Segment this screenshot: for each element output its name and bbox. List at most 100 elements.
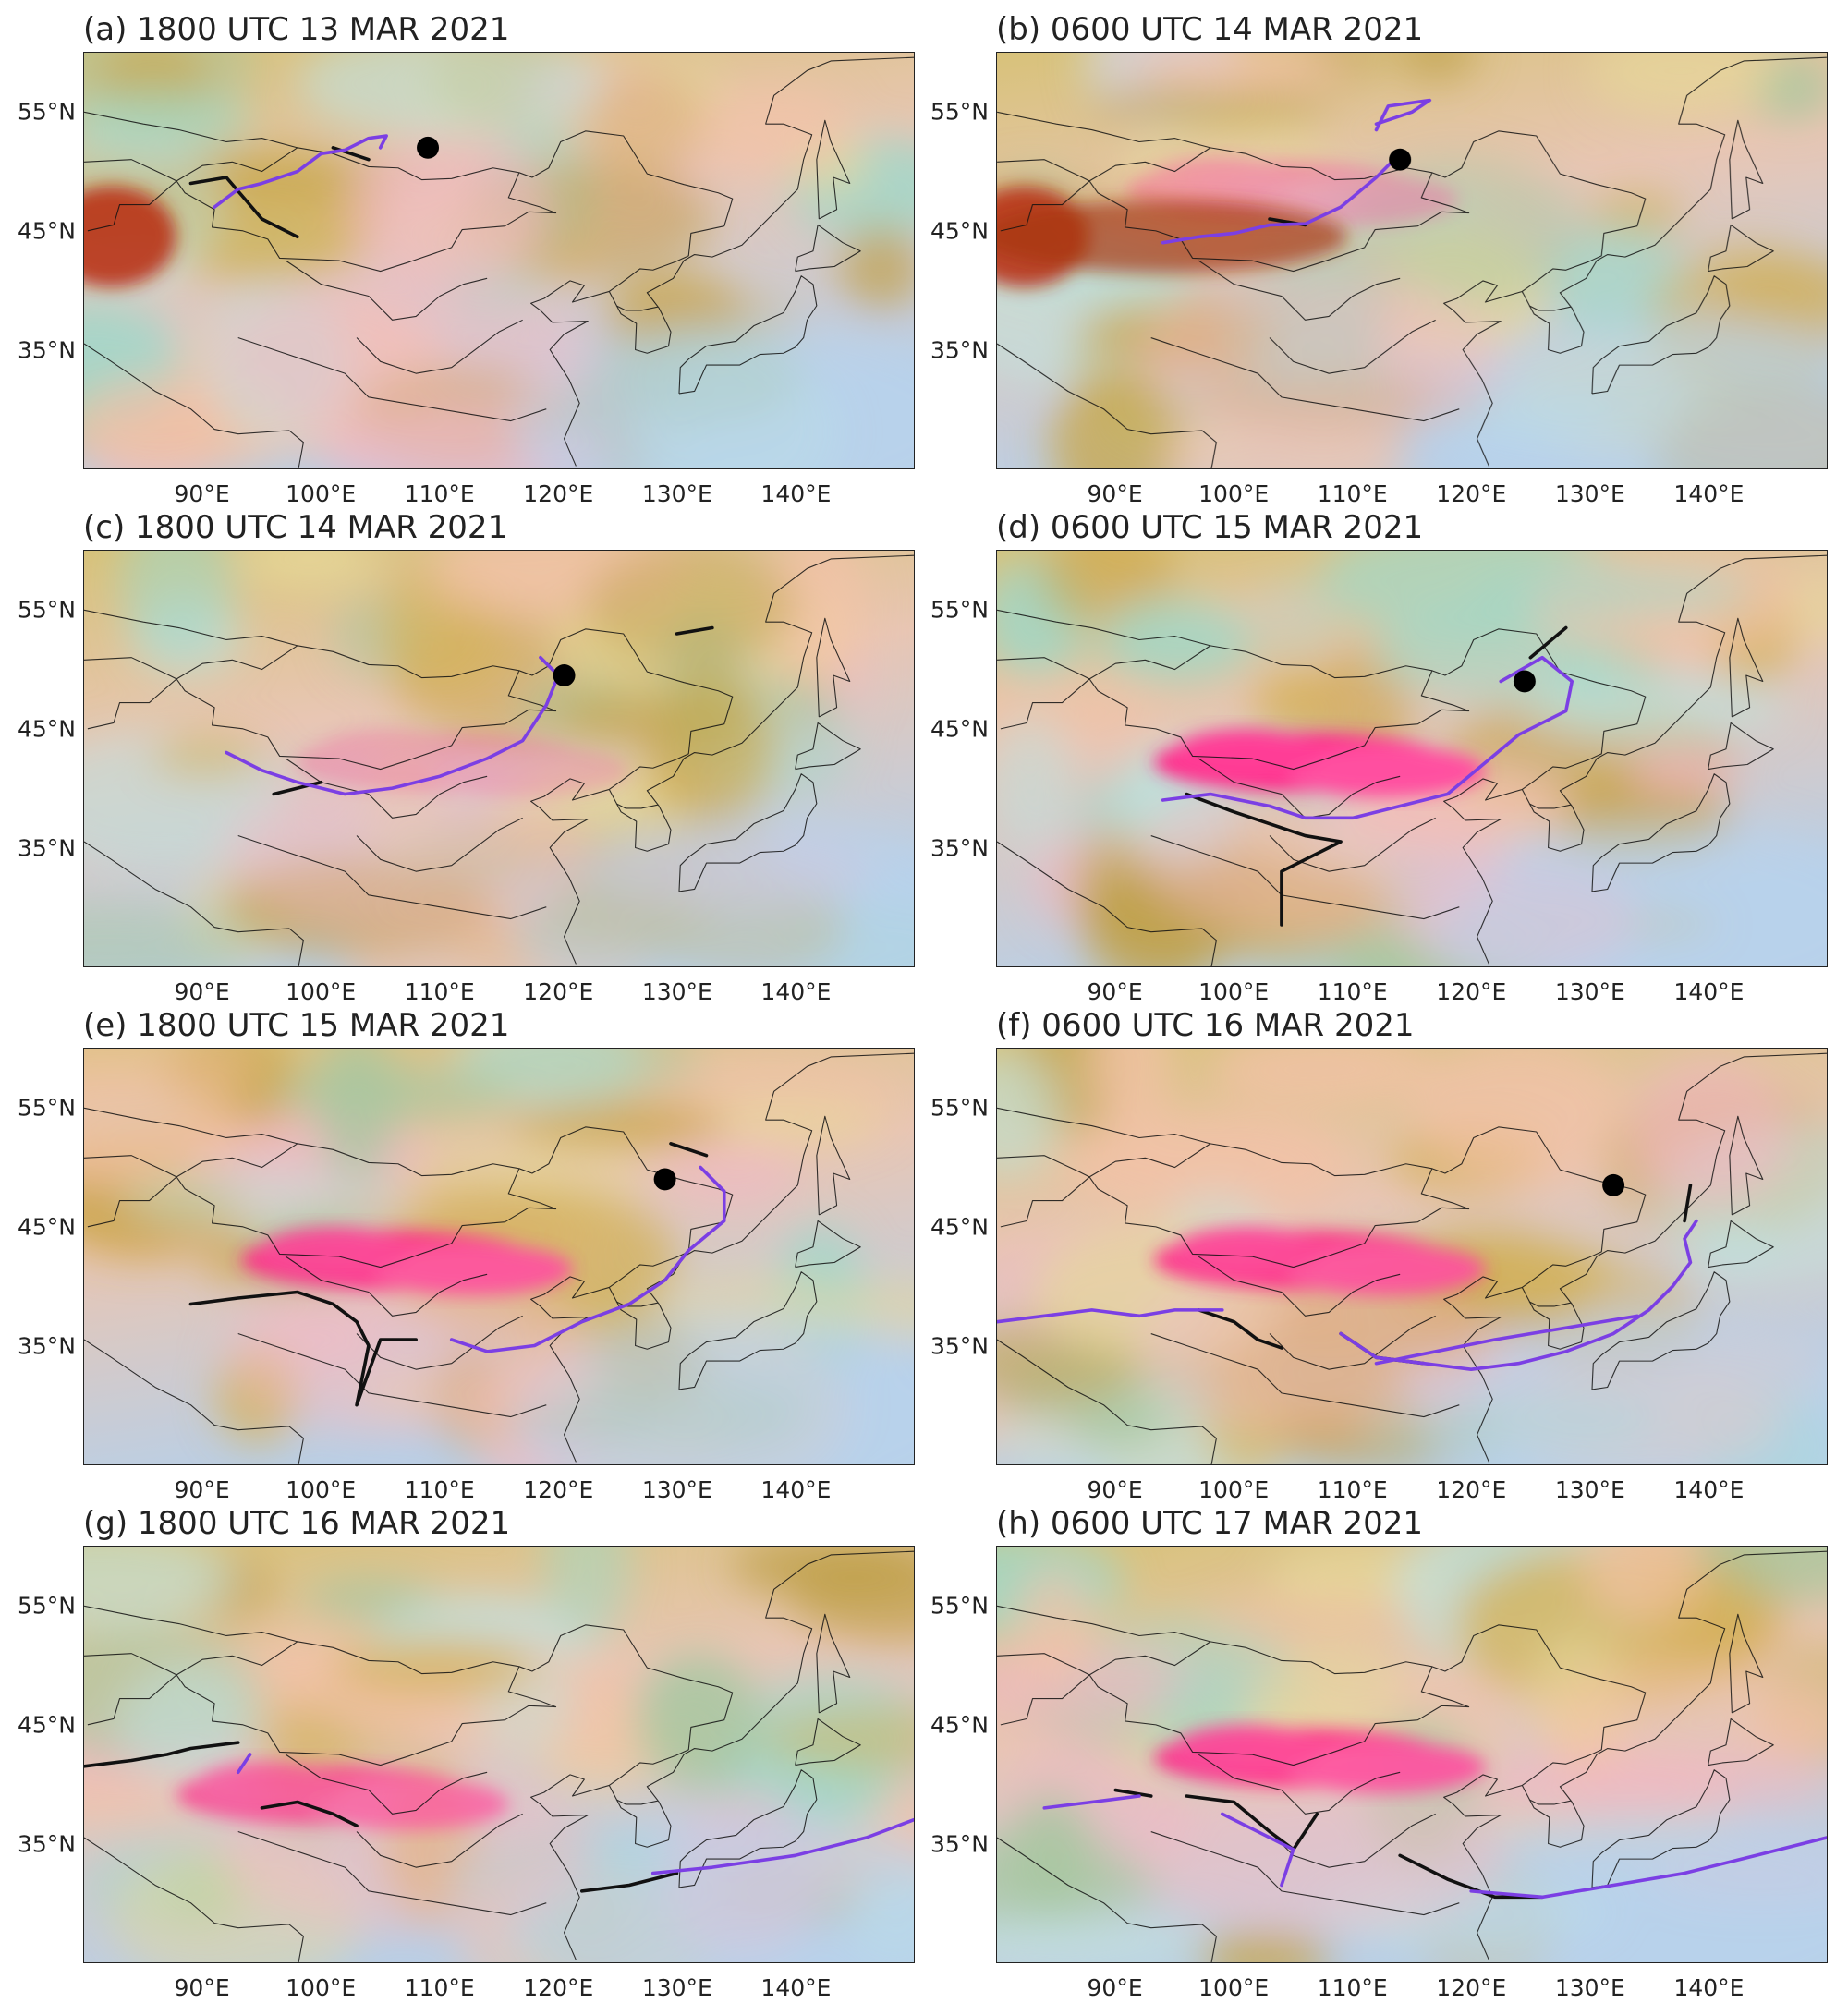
lat-tick-label: 35°N bbox=[930, 336, 989, 364]
lon-tick-label: 120°E bbox=[523, 1974, 594, 2001]
lat-tick-label: 45°N bbox=[17, 1711, 76, 1739]
front-lines bbox=[1042, 1788, 1827, 1900]
lon-tick-label: 120°E bbox=[523, 480, 594, 507]
boundary-line bbox=[237, 1333, 547, 1418]
boundary-line bbox=[84, 343, 304, 468]
boundary-line bbox=[615, 1799, 659, 1805]
lon-tick-label: 140°E bbox=[1673, 1476, 1745, 1503]
boundary-line bbox=[816, 617, 851, 718]
lat-tick-label: 35°N bbox=[930, 834, 989, 862]
boundary-line bbox=[997, 1339, 1217, 1464]
boundary-line bbox=[615, 1301, 659, 1307]
boundary-line bbox=[530, 56, 914, 467]
satellite-image bbox=[996, 1546, 1828, 1963]
black-front-line bbox=[1398, 1853, 1544, 1900]
lat-tick-label: 55°N bbox=[930, 596, 989, 624]
boundary-line bbox=[1088, 1641, 1470, 1766]
lon-tick-label: 120°E bbox=[1436, 480, 1507, 507]
lon-tick-label: 110°E bbox=[1317, 1476, 1388, 1503]
purple-front-line bbox=[213, 134, 388, 209]
map-panel-d: (d) 0600 UTC 15 MAR 2021 55°N 45°N 35°N 90°E… bbox=[915, 509, 1830, 1008]
boundary-line bbox=[1528, 1799, 1572, 1805]
lon-tick-label: 110°E bbox=[404, 1974, 475, 2001]
boundary-line bbox=[1150, 337, 1460, 422]
panel-title: (b) 0600 UTC 14 MAR 2021 bbox=[996, 11, 1424, 48]
boundary-line bbox=[84, 609, 298, 647]
lon-tick-label: 90°E bbox=[174, 978, 230, 1005]
lat-tick-label: 35°N bbox=[930, 1332, 989, 1360]
boundary-line bbox=[84, 111, 298, 149]
panel-title: (a) 1800 UTC 13 MAR 2021 bbox=[83, 11, 510, 48]
boundary-line bbox=[997, 1653, 1090, 1676]
boundary-line bbox=[615, 305, 659, 311]
boundary-line bbox=[1431, 628, 1647, 790]
lon-tick-label: 140°E bbox=[1673, 480, 1745, 507]
cyclone-center-marker bbox=[1513, 670, 1536, 693]
lat-tick-label: 55°N bbox=[17, 596, 76, 624]
cloud-texture bbox=[84, 551, 914, 966]
coastlines-borders bbox=[997, 1550, 1827, 1962]
boundary-line bbox=[1591, 275, 1731, 395]
lon-tick-label: 110°E bbox=[404, 1476, 475, 1503]
dust-region bbox=[176, 1761, 508, 1830]
boundary-line bbox=[997, 1837, 1217, 1962]
coastlines-borders bbox=[997, 1052, 1827, 1464]
boundary-line bbox=[1000, 1176, 1090, 1228]
boundary-line bbox=[1443, 554, 1827, 965]
lon-tick-label: 140°E bbox=[760, 480, 832, 507]
rgb-composite-map bbox=[997, 53, 1827, 468]
boundary-line bbox=[518, 1624, 734, 1786]
map-panel-c: (c) 1800 UTC 14 MAR 2021 55°N 45°N 35°N 90°E… bbox=[2, 509, 917, 1008]
lat-tick-label: 45°N bbox=[17, 217, 76, 245]
boundary-line bbox=[1088, 1143, 1470, 1268]
boundary-line bbox=[997, 1155, 1090, 1178]
boundary-line bbox=[1443, 1052, 1827, 1463]
lat-tick-label: 55°N bbox=[930, 98, 989, 126]
lon-tick-label: 90°E bbox=[1087, 1974, 1143, 2001]
boundary-line bbox=[1198, 758, 1401, 819]
lon-tick-label: 100°E bbox=[286, 1476, 357, 1503]
boundary-line bbox=[84, 1605, 298, 1643]
rgb-composite-map bbox=[84, 53, 914, 468]
panel-title: (f) 0600 UTC 16 MAR 2021 bbox=[996, 1007, 1415, 1044]
lon-tick-label: 140°E bbox=[1673, 1974, 1745, 2001]
lon-tick-label: 100°E bbox=[1198, 1974, 1270, 2001]
boundary-line bbox=[1431, 1126, 1647, 1288]
lat-tick-label: 45°N bbox=[930, 217, 989, 245]
boundary-line bbox=[356, 1813, 523, 1868]
lat-tick-label: 55°N bbox=[17, 98, 76, 126]
boundary-line bbox=[1708, 1220, 1774, 1268]
boundary-line bbox=[1198, 260, 1401, 321]
boundary-line bbox=[1443, 1550, 1827, 1960]
cloud-texture bbox=[997, 1049, 1827, 1464]
boundary-line bbox=[678, 773, 818, 892]
boundary-line bbox=[1591, 773, 1731, 892]
boundary-line bbox=[87, 180, 177, 232]
panel-title: (c) 1800 UTC 14 MAR 2021 bbox=[83, 509, 508, 546]
boundary-line bbox=[816, 119, 851, 220]
purple-front-line bbox=[1042, 1794, 1141, 1810]
boundary-line bbox=[997, 609, 1211, 647]
boundary-line bbox=[1088, 645, 1470, 771]
black-front-line bbox=[1185, 1794, 1319, 1851]
boundary-line bbox=[1269, 1315, 1436, 1370]
boundary-line bbox=[176, 645, 557, 771]
cyclone-center-marker bbox=[1389, 148, 1412, 171]
boundary-line bbox=[1729, 617, 1764, 718]
cyclone-center-marker bbox=[653, 1168, 676, 1191]
boundary-line bbox=[1269, 817, 1436, 872]
boundary-line bbox=[997, 841, 1217, 966]
dust-region bbox=[1153, 729, 1486, 797]
boundary-line bbox=[795, 1718, 861, 1766]
lon-tick-label: 130°E bbox=[641, 1476, 712, 1503]
boundary-line bbox=[1150, 1333, 1460, 1418]
black-front-line bbox=[1185, 792, 1343, 927]
lon-tick-label: 110°E bbox=[1317, 480, 1388, 507]
lon-tick-label: 90°E bbox=[1087, 480, 1143, 507]
lon-tick-label: 130°E bbox=[1554, 1476, 1625, 1503]
satellite-image bbox=[996, 52, 1828, 469]
boundary-line bbox=[1591, 1271, 1731, 1390]
map-panel-e: (e) 1800 UTC 15 MAR 2021 55°N 45°N 35°N 90°E… bbox=[2, 1007, 917, 1506]
front-lines bbox=[84, 1741, 914, 1893]
